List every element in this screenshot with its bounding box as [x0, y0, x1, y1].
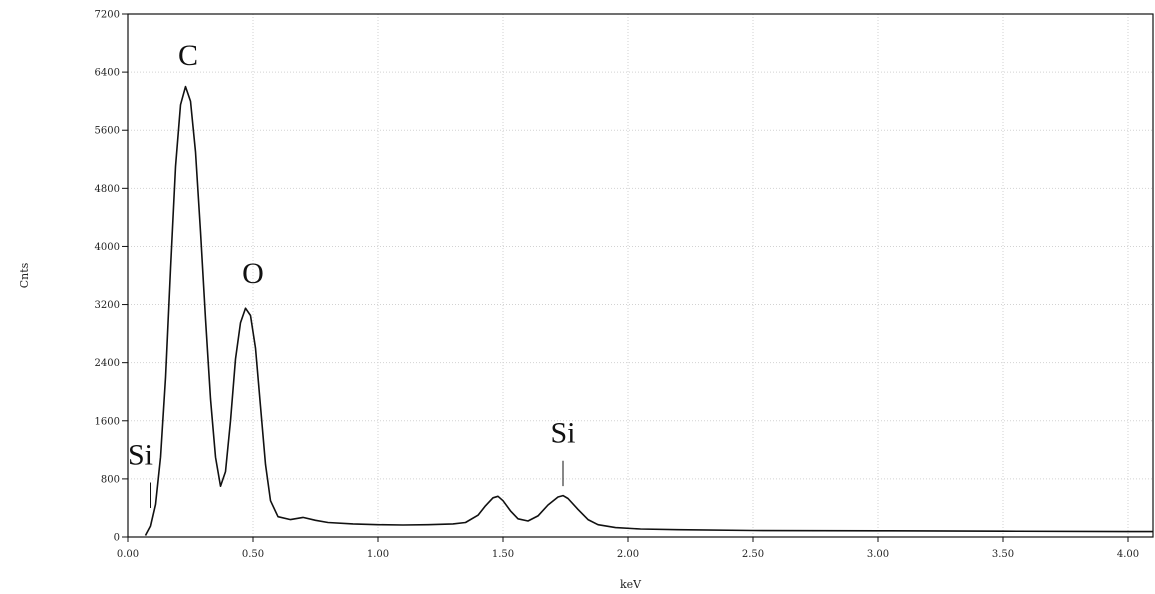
x-tick-label: 4.00 [1117, 549, 1139, 560]
axes [127, 13, 1154, 538]
peak-annotations: C O Si Si [128, 39, 576, 508]
peak-label: Si [128, 438, 153, 471]
y-axis-title: Cnts [18, 262, 31, 288]
peak-label: O [242, 257, 264, 290]
y-tick-label: 5600 [95, 126, 120, 137]
x-tick-label: 1.00 [367, 549, 389, 560]
y-tick-label: 3200 [95, 300, 120, 311]
grid-lines [128, 13, 1153, 537]
y-tick-label: 7200 [95, 10, 120, 21]
plot-frame [127, 13, 1154, 538]
spectrum-line [144, 85, 1153, 536]
x-tick-label: 3.50 [992, 549, 1014, 560]
x-tick-label: 1.50 [492, 549, 514, 560]
y-tick-label: 800 [101, 474, 120, 485]
y-tick-label: 2400 [95, 358, 120, 369]
x-tick-label: 2.00 [617, 549, 639, 560]
x-tick-label: 2.50 [742, 549, 764, 560]
y-tick-label: 1600 [95, 416, 120, 427]
y-tick-label: 6400 [95, 68, 120, 79]
x-axis-title: keV [620, 578, 642, 591]
peak-label: C [178, 39, 198, 72]
peak-label: Si [550, 417, 575, 450]
tick-marks: 0.00 0.50 1.00 1.50 2.00 2.50 3.00 3.50 4.00 0 800… [95, 10, 1140, 561]
x-tick-label: 0.00 [117, 549, 139, 560]
x-tick-label: 0.50 [242, 549, 264, 560]
y-tick-label: 4000 [95, 242, 120, 253]
spectrum-series [144, 85, 1153, 536]
x-tick-label: 3.00 [867, 549, 889, 560]
y-tick-label: 4800 [95, 184, 120, 195]
y-tick-label: 0 [114, 533, 120, 544]
